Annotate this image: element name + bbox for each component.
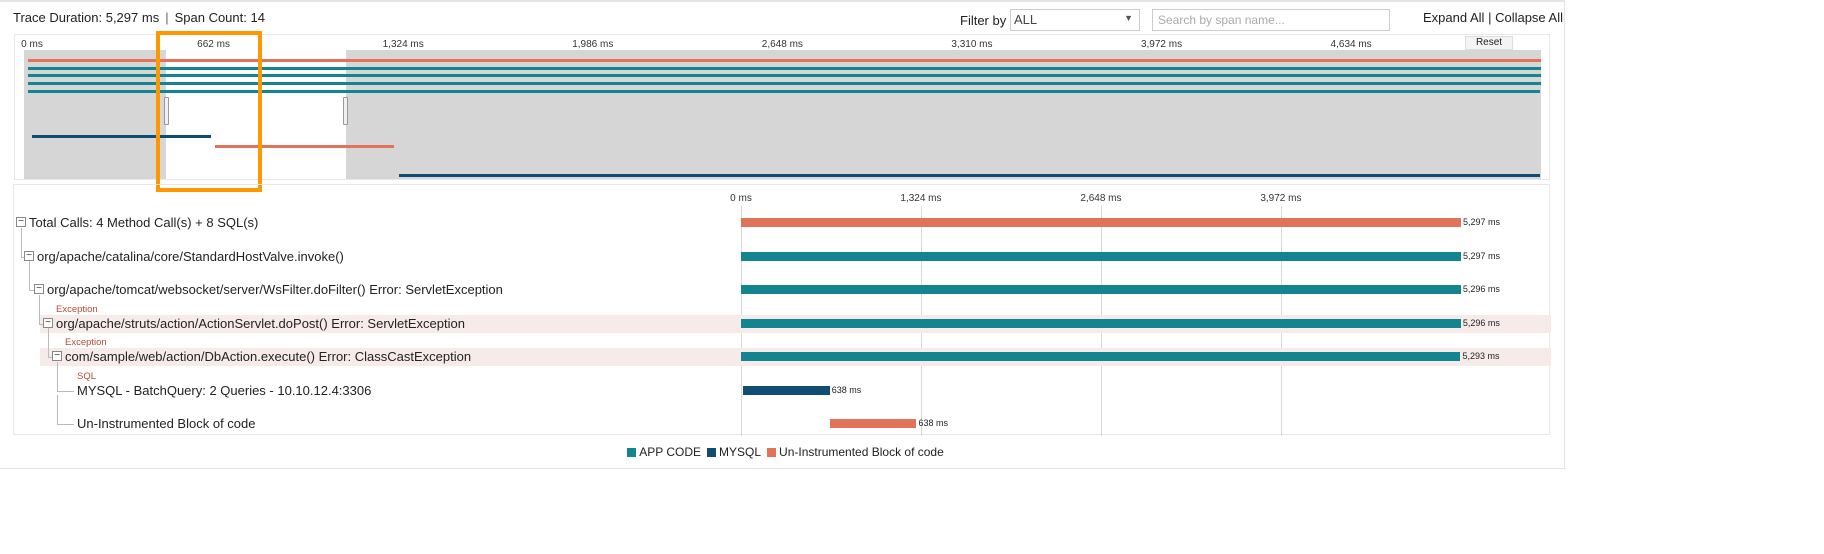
trace-summary: Trace Duration: 5,297 ms | Span Count: 14 bbox=[13, 10, 265, 25]
span-row[interactable]: − org/apache/tomcat/websocket/server/WsFi… bbox=[14, 281, 1551, 299]
overview-span-bar-app bbox=[28, 82, 1541, 85]
span-duration-bar-uninstrumented[interactable] bbox=[741, 218, 1461, 227]
reset-button[interactable]: Reset bbox=[1465, 36, 1513, 50]
span-label[interactable]: org/apache/tomcat/websocket/server/WsFil… bbox=[47, 282, 503, 297]
span-label[interactable]: Un-Instrumented Block of code bbox=[77, 416, 256, 431]
overview-tick-label: 1,986 ms bbox=[572, 39, 614, 50]
timeline-overview[interactable]: 0 ms 662 ms 1,324 ms 1,986 ms 2,648 ms 3,310 … bbox=[14, 34, 1550, 180]
overview-span-bar-app bbox=[28, 90, 1540, 93]
span-duration-label: 5,296 ms bbox=[1462, 317, 1500, 328]
overview-span-bar-uninstrumented bbox=[28, 59, 1541, 62]
tree-connector bbox=[57, 361, 58, 391]
chevron-down-icon: ▼ bbox=[1124, 13, 1133, 23]
span-duration-label: 5,293 ms bbox=[1462, 351, 1500, 361]
span-type-tag: SQL bbox=[77, 370, 97, 382]
span-duration-bar-app[interactable] bbox=[741, 318, 1461, 328]
tree-connector bbox=[48, 328, 49, 357]
overview-tick-label: 0 ms bbox=[21, 39, 43, 50]
axis-tick-label: 2,648 ms bbox=[1080, 193, 1122, 204]
left-range-handle[interactable] bbox=[164, 97, 170, 125]
filter-label: Filter by bbox=[960, 13, 1007, 28]
filter-value: ALL bbox=[1014, 12, 1038, 27]
collapse-toggle-icon[interactable]: − bbox=[43, 317, 53, 328]
legend-swatch-uninstrumented bbox=[767, 448, 777, 457]
collapse-all-link[interactable]: Collapse All bbox=[1495, 10, 1564, 25]
search-input[interactable] bbox=[1152, 9, 1390, 31]
collapse-toggle-icon[interactable]: − bbox=[24, 250, 34, 261]
span-row[interactable]: Un-Instrumented Block of code 638 ms bbox=[14, 415, 1551, 433]
overview-span-bar-mysql bbox=[32, 135, 211, 138]
span-row[interactable]: − Total Calls: 4 Method Call(s) + 8 SQL(s… bbox=[14, 214, 1551, 232]
overview-span-bar-app bbox=[28, 67, 1541, 70]
span-count: Span Count: 14 bbox=[174, 10, 265, 25]
legend-swatch-mysql bbox=[707, 448, 717, 457]
collapse-toggle-icon[interactable]: − bbox=[16, 217, 26, 227]
tree-connector bbox=[39, 294, 40, 324]
overview-tick-label: 1,324 ms bbox=[382, 39, 424, 50]
overview-span-bar-app bbox=[28, 74, 1541, 77]
overview-tick-label: 662 ms bbox=[197, 39, 230, 50]
span-duration-label: 638 ms bbox=[918, 418, 948, 428]
span-duration-bar-mysql[interactable] bbox=[743, 385, 830, 395]
bottom-divider bbox=[0, 468, 1565, 469]
span-duration-label: 5,296 ms bbox=[1462, 284, 1500, 294]
tree-connector bbox=[57, 424, 74, 425]
expand-collapse-controls: Expand All | Collapse All bbox=[1423, 10, 1563, 25]
overview-span-bar-mysql bbox=[398, 174, 1541, 177]
legend-label: MYSQL bbox=[719, 445, 762, 459]
overview-span-bar-uninstrumented bbox=[215, 145, 394, 148]
legend-label: APP CODE bbox=[639, 445, 702, 459]
span-type-tag: Exception bbox=[65, 337, 107, 348]
collapse-toggle-icon[interactable]: − bbox=[52, 351, 62, 361]
span-label[interactable]: com/sample/web/action/DbAction.execute()… bbox=[65, 349, 472, 364]
span-row[interactable]: MYSQL - BatchQuery: 2 Queries - 10.10.12… bbox=[14, 371, 1551, 400]
top-divider bbox=[0, 0, 1565, 2]
span-row[interactable]: − org/apache/catalina/core/StandardHostVa… bbox=[14, 248, 1551, 266]
legend-label: Un-Instrumented Block of code bbox=[779, 445, 944, 459]
span-tree-panel: 0 ms 1,324 ms 2,648 ms 3,972 ms − Total Call… bbox=[13, 184, 1551, 436]
span-row[interactable]: − org/apache/struts/action/ActionServlet.… bbox=[40, 304, 1551, 333]
overview-tick-label: 4,634 ms bbox=[1330, 39, 1372, 50]
legend: APP CODE MYSQL Un-Instrumented Block of co… bbox=[0, 445, 1565, 459]
axis-tick-label: 0 ms bbox=[730, 193, 752, 204]
tree-connector bbox=[39, 323, 43, 325]
selection-highlight-box bbox=[156, 31, 262, 192]
span-duration-bar-app[interactable] bbox=[741, 285, 1461, 294]
tree-connector bbox=[57, 395, 58, 424]
tree-connector bbox=[21, 227, 22, 257]
span-duration-label: 5,297 ms bbox=[1463, 217, 1501, 227]
span-type-tag: Exception bbox=[56, 303, 98, 315]
filter-select[interactable]: ALL ▼ bbox=[1010, 9, 1140, 31]
axis-tick-label: 1,324 ms bbox=[900, 193, 942, 204]
span-row[interactable]: − com/sample/web/action/DbAction.execute(… bbox=[40, 337, 1551, 366]
span-label[interactable]: MYSQL - BatchQuery: 2 Queries - 10.10.12… bbox=[77, 382, 372, 398]
span-label[interactable]: org/apache/struts/action/ActionServlet.d… bbox=[56, 315, 465, 331]
tree-connector bbox=[48, 357, 52, 358]
span-duration-bar-uninstrumented[interactable] bbox=[829, 419, 917, 428]
tree-connector bbox=[29, 290, 34, 291]
overview-tick-label: 2,648 ms bbox=[761, 39, 803, 50]
tree-connector bbox=[57, 390, 74, 392]
overview-tick-label: 3,310 ms bbox=[951, 39, 993, 50]
expand-all-link[interactable]: Expand All bbox=[1423, 10, 1485, 25]
span-label[interactable]: org/apache/catalina/core/StandardHostVal… bbox=[37, 248, 344, 264]
overview-selection-window[interactable] bbox=[166, 50, 347, 179]
tree-connector bbox=[21, 256, 24, 258]
tree-connector bbox=[29, 261, 30, 290]
right-range-handle[interactable] bbox=[343, 97, 349, 125]
span-duration-label: 5,297 ms bbox=[1463, 250, 1501, 261]
separator: | bbox=[1488, 10, 1492, 25]
separator: | bbox=[165, 10, 169, 25]
span-duration-label: 638 ms bbox=[831, 384, 862, 395]
span-label[interactable]: Total Calls: 4 Method Call(s) + 8 SQL(s) bbox=[29, 215, 259, 230]
right-divider bbox=[1564, 0, 1565, 470]
overview-tick-label: 3,972 ms bbox=[1140, 39, 1183, 50]
collapse-toggle-icon[interactable]: − bbox=[34, 284, 44, 294]
span-duration-bar-app[interactable] bbox=[741, 352, 1461, 361]
trace-duration: Trace Duration: 5,297 ms bbox=[13, 10, 160, 25]
legend-swatch-app bbox=[627, 448, 637, 457]
span-duration-bar-app[interactable] bbox=[741, 251, 1461, 261]
axis-tick-label: 3,972 ms bbox=[1260, 193, 1302, 204]
